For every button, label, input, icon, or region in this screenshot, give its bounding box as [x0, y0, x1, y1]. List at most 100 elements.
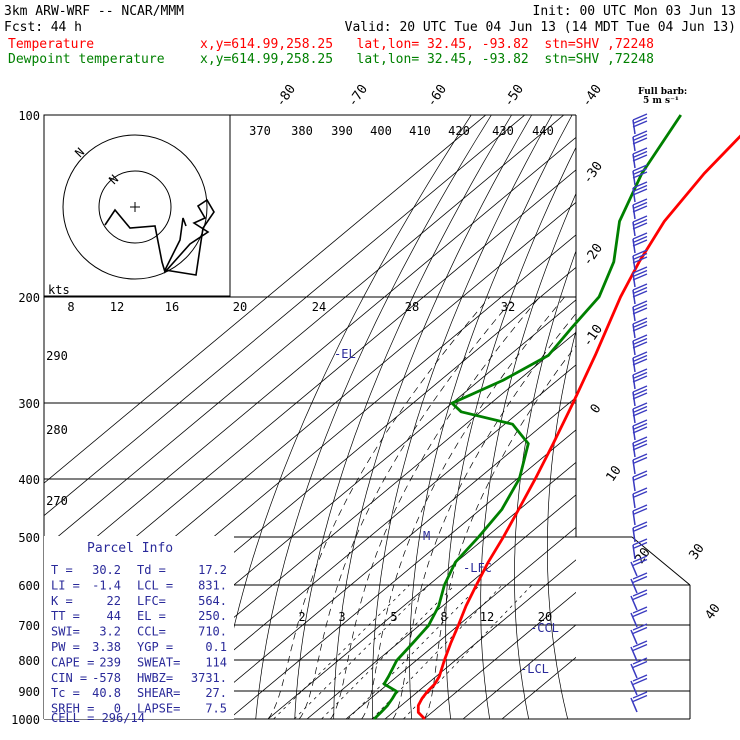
theta-label: 440 — [532, 124, 554, 138]
dry-adiabat-line — [371, 115, 553, 719]
wind-barb-flag — [632, 133, 648, 142]
hodograph-tick-label: 20 — [233, 300, 247, 314]
wind-barbs — [630, 113, 648, 713]
wind-barb-shaft — [630, 663, 638, 679]
parcel-param-value: 831. — [198, 578, 227, 592]
parcel-param-label: TT = — [51, 609, 80, 623]
mixing-ratio-label: 2 — [298, 610, 305, 624]
wind-barb-flag — [632, 252, 648, 261]
parcel-param-label: Tc = — [51, 686, 80, 700]
parcel-param-label: Td = — [137, 563, 166, 577]
wind-barb-flag — [632, 388, 648, 397]
wind-barb-flag — [632, 592, 648, 601]
wind-barb-flag — [632, 351, 648, 359]
init-time: Init: 00 UTC Mon 03 Jun 13 — [533, 4, 737, 19]
wind-barb-flag — [632, 235, 648, 244]
pressure-tick-label: 1000 — [11, 713, 40, 727]
parcel-param-label: CCL= — [137, 625, 166, 639]
wind-barb-flag — [632, 290, 648, 298]
wind-barb-flag — [632, 453, 648, 461]
barb-legend-unit: 5 m s⁻¹ — [643, 96, 679, 106]
wind-barb-flag — [632, 609, 648, 618]
level-annotation: -LCL — [520, 662, 549, 676]
wind-barb-flag — [632, 470, 648, 478]
wind-barb-flag — [632, 538, 648, 546]
parcel-param-label: K = — [51, 594, 73, 608]
wind-barb-flag — [632, 205, 648, 213]
moist-adiabat-lines — [267, 296, 576, 719]
hodograph-tick-label: 24 — [312, 300, 326, 314]
wind-barb-flag — [632, 507, 648, 516]
isotherm-line — [462, 624, 576, 719]
parcel-param-value: 0 — [114, 702, 121, 716]
hodograph-outer-ring — [62, 134, 208, 280]
wind-barb-flag — [632, 320, 648, 329]
pressure-tick-label: 700 — [18, 619, 40, 633]
wind-barb-shaft — [632, 493, 636, 509]
parcel-param-label: YGP = — [137, 640, 173, 654]
wind-barb-flag — [632, 640, 648, 648]
wind-barb-flag — [632, 269, 648, 278]
pressure-tick-label: 300 — [18, 397, 40, 411]
isotherm-line — [44, 169, 576, 614]
theta-label: 290 — [46, 349, 68, 363]
isotherm-line — [267, 461, 576, 719]
wind-barb-flag — [632, 490, 648, 499]
hodograph: N N kts — [43, 114, 231, 297]
isotherm-line — [189, 396, 576, 719]
parcel-param-label: EL = — [137, 609, 166, 623]
theta-label: 430 — [492, 124, 514, 138]
parcel-param-value: 710. — [198, 625, 227, 639]
barb-legend-title: Full barb: — [638, 87, 687, 97]
moist-adiabat-line — [267, 296, 491, 719]
wind-barb-flag — [632, 504, 648, 512]
theta-label: 280 — [46, 423, 68, 437]
pressure-tick-label: 900 — [18, 685, 40, 699]
model-title: 3km ARW-WRF -- NCAR/MMM — [4, 4, 184, 19]
wind-barb-flag — [632, 116, 648, 125]
dry-adiabat-line — [409, 115, 573, 719]
wind-barb-flag — [632, 443, 648, 451]
dry-adiabat-line — [445, 146, 576, 719]
parcel-param-label: SWEAT= — [137, 655, 180, 669]
wind-barb-flag — [632, 358, 648, 366]
wind-barb-flag — [632, 368, 648, 376]
parcel-param-label: LI = — [51, 578, 80, 592]
isotherm-line — [384, 559, 576, 719]
wind-barb-shaft — [630, 629, 638, 645]
temperature-tick-label: 10 — [603, 463, 624, 484]
pressure-tick-label: 500 — [18, 531, 40, 545]
parcel-param-value: 239 — [99, 655, 121, 669]
parcel-param-value: -1.4 — [92, 578, 121, 592]
wind-barb-shaft — [630, 646, 638, 662]
temperature-tick-label: 30 — [686, 541, 707, 562]
temperature-tick-label: -20 — [580, 241, 606, 269]
wind-barb-flag — [632, 487, 648, 495]
parcel-param-value: 17.2 — [198, 563, 227, 577]
mixing-ratio-line — [347, 584, 481, 719]
mixing-ratio-label: 8 — [440, 610, 447, 624]
wind-barb-flag — [632, 198, 648, 206]
dewpoint-profile — [373, 114, 682, 721]
mixing-ratio-label: 12 — [480, 610, 494, 624]
wind-barb-flag — [632, 154, 648, 162]
theta-label: 420 — [448, 124, 470, 138]
wind-barb-shaft — [630, 578, 638, 594]
valid-time: Valid: 20 UTC Tue 04 Jun 13 (14 MDT Tue … — [345, 20, 736, 35]
level-annotation: -EL — [334, 347, 356, 361]
temperature-profile — [416, 134, 740, 720]
mixing-ratio-line — [371, 584, 503, 719]
parcel-param-label: PW = — [51, 640, 80, 654]
wind-barb-flag — [632, 324, 648, 332]
wind-barb-flag — [632, 555, 648, 563]
wind-barb-flag — [632, 375, 648, 383]
wind-barb-flag — [632, 256, 648, 264]
parcel-param-label: T = — [51, 563, 73, 577]
temperature-tick-label: 40 — [702, 601, 723, 622]
theta-label: 270 — [46, 494, 68, 508]
wind-barb-shaft — [632, 527, 636, 543]
parcel-param-label: SWI= — [51, 625, 80, 639]
wind-barb-flag — [632, 524, 648, 533]
wind-barb-flag — [632, 215, 648, 223]
